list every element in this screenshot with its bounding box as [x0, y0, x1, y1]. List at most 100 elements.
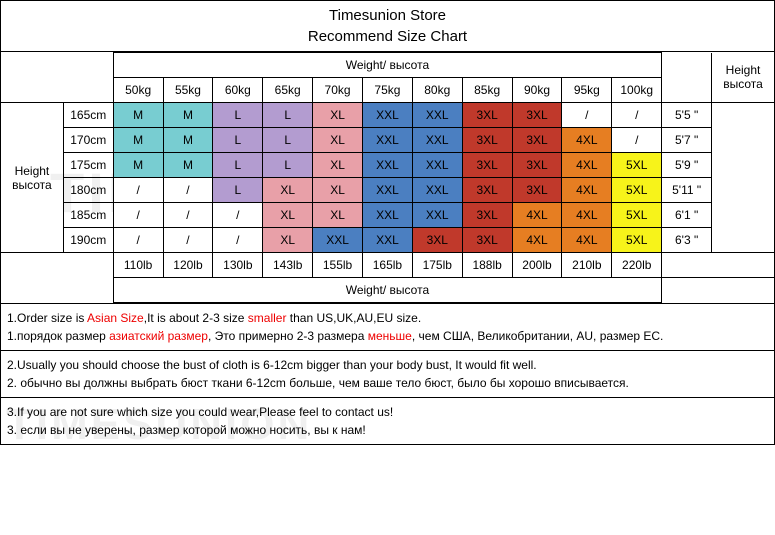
size-cell-1-7: 3XL [462, 128, 512, 153]
size-cell-0-8: 3XL [512, 103, 562, 128]
size-cell-3-8: 3XL [512, 178, 562, 203]
size-cell-0-1: M [163, 103, 213, 128]
weight-kg-9: 95kg [562, 78, 612, 103]
size-cell-4-3: XL [263, 203, 313, 228]
size-cell-0-4: XL [313, 103, 363, 128]
height-ru-r: высота [714, 77, 772, 91]
weight-kg-2: 60kg [213, 78, 263, 103]
weight-lb-0: 110lb [113, 253, 163, 278]
size-cell-4-7: 3XL [462, 203, 512, 228]
size-cell-1-10: / [612, 128, 662, 153]
height-cm-3: 180cm [63, 178, 113, 203]
weight-lb-9: 210lb [562, 253, 612, 278]
height-ft-4: 6'1 " [662, 203, 712, 228]
weight-kg-7: 85kg [462, 78, 512, 103]
size-cell-3-3: XL [263, 178, 313, 203]
weight-kg-0: 50kg [113, 78, 163, 103]
size-cell-5-0: / [113, 228, 163, 253]
weight-kg-8: 90kg [512, 78, 562, 103]
size-cell-5-10: 5XL [612, 228, 662, 253]
size-cell-0-2: L [213, 103, 263, 128]
height-ft-3: 5'11 " [662, 178, 712, 203]
title-line1: Timesunion Store [1, 5, 774, 26]
size-cell-2-5: XXL [362, 153, 412, 178]
size-cell-5-7: 3XL [462, 228, 512, 253]
size-cell-4-5: XXL [362, 203, 412, 228]
size-cell-0-10: / [612, 103, 662, 128]
height-cm-5: 190cm [63, 228, 113, 253]
size-cell-3-6: XXL [412, 178, 462, 203]
size-cell-3-4: XL [313, 178, 363, 203]
height-label-left: Heightвысота [1, 103, 63, 253]
weight-lb-6: 175lb [412, 253, 462, 278]
size-cell-1-9: 4XL [562, 128, 612, 153]
weight-lb-7: 188lb [462, 253, 512, 278]
notes-section: 1.Order size is Asian Size,It is about 2… [1, 303, 774, 444]
size-cell-3-0: / [113, 178, 163, 203]
size-cell-1-5: XXL [362, 128, 412, 153]
size-cell-0-6: XXL [412, 103, 462, 128]
weight-header-top: Weight/ высота [113, 53, 662, 78]
size-cell-4-4: XL [313, 203, 363, 228]
weight-lb-8: 200lb [512, 253, 562, 278]
weight-lb-10: 220lb [612, 253, 662, 278]
note-3: 3.If you are not sure which size you cou… [1, 397, 774, 444]
size-cell-5-2: / [213, 228, 263, 253]
size-cell-2-7: 3XL [462, 153, 512, 178]
size-cell-0-9: / [562, 103, 612, 128]
weight-kg-5: 75kg [362, 78, 412, 103]
size-cell-5-1: / [163, 228, 213, 253]
weight-lb-1: 120lb [163, 253, 213, 278]
size-cell-0-7: 3XL [462, 103, 512, 128]
size-cell-5-5: XXL [362, 228, 412, 253]
size-cell-1-6: XXL [412, 128, 462, 153]
size-cell-4-8: 4XL [512, 203, 562, 228]
height-cm-1: 170cm [63, 128, 113, 153]
size-cell-1-8: 3XL [512, 128, 562, 153]
weight-kg-10: 100kg [612, 78, 662, 103]
size-cell-1-2: L [213, 128, 263, 153]
height-en-r: Height [714, 63, 772, 77]
size-cell-1-0: M [113, 128, 163, 153]
height-ft-0: 5'5 " [662, 103, 712, 128]
size-cell-5-9: 4XL [562, 228, 612, 253]
size-cell-2-0: M [113, 153, 163, 178]
weight-lb-4: 155lb [313, 253, 363, 278]
chart-title: Timesunion Store Recommend Size Chart [1, 1, 774, 52]
size-cell-4-0: / [113, 203, 163, 228]
height-cm-4: 185cm [63, 203, 113, 228]
height-ft-2: 5'9 " [662, 153, 712, 178]
size-cell-0-0: M [113, 103, 163, 128]
size-chart-table: Weight/ высота Height высота 50kg55kg60k… [1, 52, 774, 303]
size-cell-5-4: XXL [313, 228, 363, 253]
height-cm-0: 165cm [63, 103, 113, 128]
weight-header-bottom: Weight/ высота [113, 278, 662, 303]
size-cell-2-10: 5XL [612, 153, 662, 178]
size-cell-3-5: XXL [362, 178, 412, 203]
height-cm-2: 175cm [63, 153, 113, 178]
size-cell-5-8: 4XL [512, 228, 562, 253]
size-cell-2-3: L [263, 153, 313, 178]
height-ft-5: 6'3 " [662, 228, 712, 253]
size-cell-2-8: 3XL [512, 153, 562, 178]
size-cell-2-4: XL [313, 153, 363, 178]
weight-lb-2: 130lb [213, 253, 263, 278]
size-cell-2-6: XXL [412, 153, 462, 178]
size-cell-4-10: 5XL [612, 203, 662, 228]
height-label-right: Height высота [712, 53, 774, 103]
size-cell-3-10: 5XL [612, 178, 662, 203]
size-cell-0-5: XXL [362, 103, 412, 128]
size-cell-1-3: L [263, 128, 313, 153]
size-cell-3-7: 3XL [462, 178, 512, 203]
weight-lb-3: 143lb [263, 253, 313, 278]
size-cell-0-3: L [263, 103, 313, 128]
size-cell-1-4: XL [313, 128, 363, 153]
note-1-en: 1.Order size is Asian Size,It is about 2… [1, 303, 774, 350]
size-cell-2-9: 4XL [562, 153, 612, 178]
size-cell-1-1: M [163, 128, 213, 153]
size-cell-4-2: / [213, 203, 263, 228]
size-cell-3-9: 4XL [562, 178, 612, 203]
height-ft-1: 5'7 " [662, 128, 712, 153]
size-cell-5-3: XL [263, 228, 313, 253]
weight-kg-6: 80kg [412, 78, 462, 103]
